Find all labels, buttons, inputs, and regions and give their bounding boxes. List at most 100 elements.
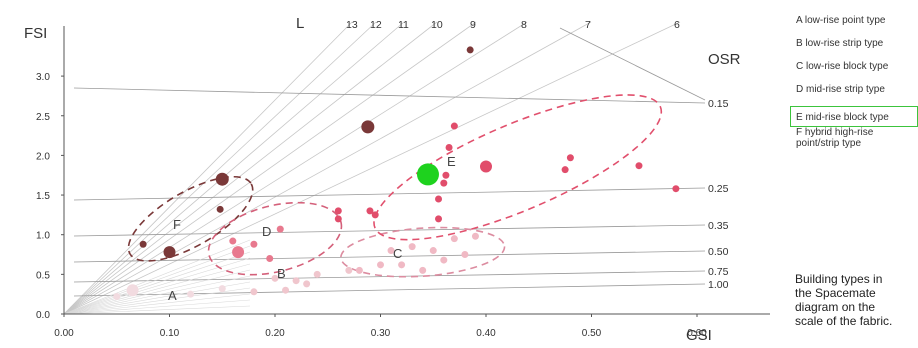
point-d [229,237,237,245]
point-c [355,266,363,274]
x-tick-label: 0.20 [265,328,285,339]
layer-line [64,21,477,314]
point-e [435,215,443,223]
point-c [440,256,448,264]
fan-line [64,287,251,314]
layer-line [64,21,528,314]
ellipse-d [207,201,343,276]
osr-line [73,250,706,263]
osr-label: 0.35 [708,220,729,232]
ellipse-c [340,226,506,278]
y-tick-label: 1.0 [36,231,50,242]
osr-title: OSR [708,51,741,68]
point-f [139,240,147,248]
legend-item-a: A low-rise point type [796,15,886,26]
layer-line [64,21,405,314]
point-c [408,243,416,251]
point-b [250,288,258,296]
osr-label: 1.00 [708,279,729,291]
point-a [187,290,195,298]
osr-line [559,27,706,101]
point-f [163,246,176,259]
point-c [419,266,427,274]
y-tick-label: 2.5 [36,112,50,123]
x-axis-title: GSI [686,327,712,344]
point-d [250,240,258,248]
group-ellipses [127,94,663,278]
osr-line [73,87,706,104]
axes: 0.00 0.10 0.20 0.30 0.40 0.50 0.60 0.0 0.5 1.0 1.5… [24,25,770,344]
group-label-b: B [277,266,286,281]
point-e [366,207,374,215]
point-b [303,280,311,288]
point-e [672,185,680,193]
chart-labels: 13 12 11 10 9 8 7 6 L 0.15 0.25 0.35 0.50 0.751.00 OSR… [168,15,741,303]
layer-label: 7 [585,19,591,31]
point-a [218,285,226,293]
group-label-a: A [168,288,177,303]
point-e [334,215,342,223]
point-b [282,286,290,294]
layer-label: 9 [470,19,476,31]
y-tick-label: 2.0 [36,151,50,162]
layer-line [64,21,377,314]
group-label-f: F [173,217,181,232]
fan-line [64,263,251,314]
point-f [361,120,375,134]
group-label-e: E [447,154,456,169]
point-e [480,160,492,173]
point-c [387,247,395,255]
x-tick-label: 0.40 [476,328,496,339]
layer-label: 10 [431,19,443,31]
layer-label: 13 [346,19,358,31]
x-tick-label: 0.50 [582,328,602,339]
point-c [377,261,384,269]
legend-item-e: E mid-rise block type [790,106,918,127]
point-e [450,122,458,130]
highlight-point [416,163,439,186]
point-c [429,247,437,255]
point-f [466,46,474,54]
x-tick-label: 0.00 [54,328,74,339]
x-tick-label: 0.60 [687,328,707,339]
x-tick-label: 0.30 [371,328,391,339]
y-axis-title: FSI [24,25,47,42]
point-e [334,207,342,215]
group-label-c: C [393,246,402,261]
point-e [566,154,574,162]
point-f [215,172,229,186]
osr-line [73,224,706,237]
fan-line [64,293,251,314]
fan-line [64,239,251,314]
y-tick-label: 0.5 [36,270,50,281]
data-points [113,46,680,301]
y-tick-label: 3.0 [36,72,50,83]
point-e [371,211,379,219]
point-e [442,171,450,179]
point-a [113,293,121,301]
y-tick-label: 1.5 [36,191,50,202]
point-e [561,166,569,174]
point-b [345,266,353,274]
point-a [126,284,139,297]
ellipse-f [127,175,254,262]
fan-line [64,245,251,314]
point-e [635,162,643,170]
layer-label: 8 [521,19,527,31]
point-b [271,274,279,282]
osr-label: 0.75 [708,266,729,278]
legend-item-d: D mid-rise strip type [796,84,885,95]
fan-line [64,275,251,314]
layer-line [64,21,353,314]
osr-label: 0.15 [708,98,729,110]
point-d [266,254,274,262]
legend-item-b: B low-rise strip type [796,38,884,49]
fan-line [64,299,251,314]
y-tick-label: 0.0 [36,310,50,321]
point-c [471,232,479,240]
point-c [398,261,406,269]
fan-line [64,269,251,314]
layer-label: 12 [370,19,382,31]
osr-label: 0.50 [708,246,729,258]
